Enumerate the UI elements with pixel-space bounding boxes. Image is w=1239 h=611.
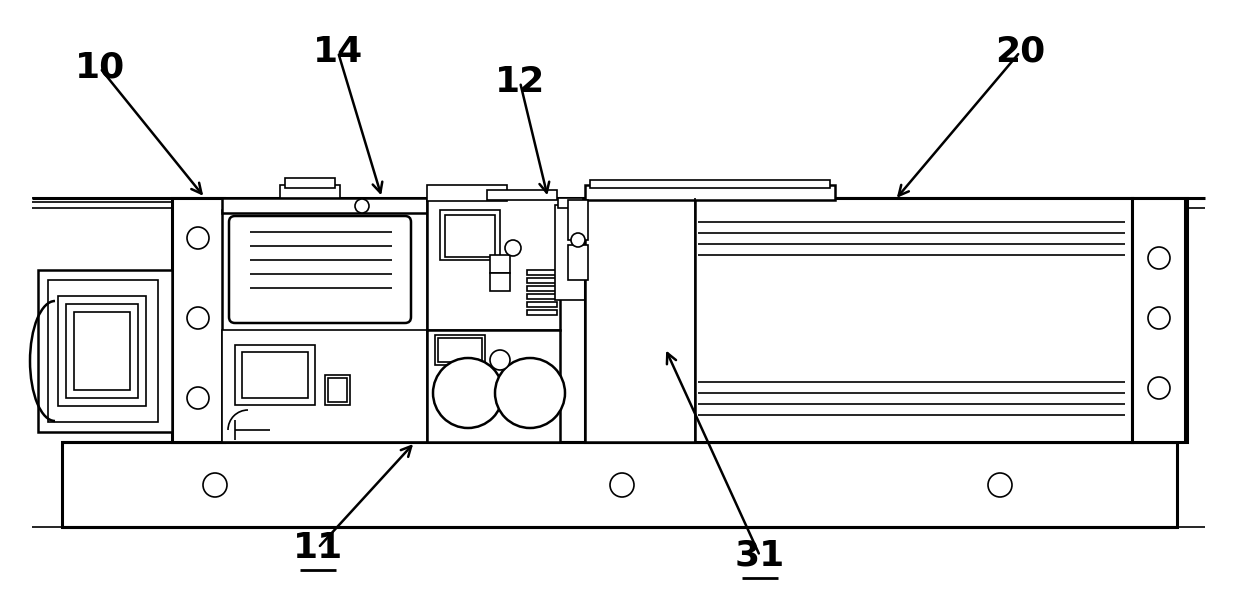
- Text: 20: 20: [995, 35, 1046, 69]
- Bar: [74, 312, 130, 390]
- Bar: [280, 185, 339, 198]
- Bar: [585, 198, 695, 442]
- Text: 10: 10: [74, 51, 125, 85]
- Circle shape: [1149, 377, 1170, 399]
- Bar: [222, 198, 427, 213]
- Bar: [445, 215, 496, 257]
- Bar: [527, 286, 558, 291]
- Bar: [62, 442, 1177, 527]
- Bar: [38, 270, 172, 432]
- Bar: [585, 185, 835, 200]
- Circle shape: [987, 473, 1012, 497]
- FancyBboxPatch shape: [229, 216, 411, 323]
- Bar: [439, 338, 482, 362]
- Bar: [235, 345, 315, 405]
- Bar: [435, 335, 484, 365]
- Bar: [242, 352, 309, 398]
- Bar: [585, 198, 1132, 442]
- Circle shape: [432, 358, 503, 428]
- Bar: [555, 205, 585, 300]
- Text: 11: 11: [292, 531, 343, 565]
- Bar: [58, 296, 146, 406]
- Circle shape: [1149, 307, 1170, 329]
- Bar: [66, 304, 138, 398]
- Circle shape: [187, 227, 209, 249]
- Circle shape: [203, 473, 227, 497]
- Circle shape: [187, 387, 209, 409]
- Bar: [222, 210, 427, 442]
- Bar: [527, 278, 558, 283]
- Bar: [48, 280, 159, 422]
- Text: 12: 12: [494, 65, 545, 99]
- Bar: [427, 198, 560, 330]
- Bar: [328, 378, 347, 402]
- Text: 31: 31: [735, 539, 786, 573]
- Bar: [222, 330, 427, 442]
- Bar: [527, 310, 558, 315]
- Bar: [427, 185, 507, 201]
- Bar: [558, 198, 584, 208]
- Bar: [527, 294, 558, 299]
- Bar: [487, 190, 558, 200]
- Bar: [1132, 198, 1187, 442]
- Bar: [172, 198, 224, 442]
- Circle shape: [356, 199, 369, 213]
- Text: 14: 14: [313, 35, 363, 69]
- Circle shape: [489, 350, 510, 370]
- Bar: [567, 200, 589, 240]
- Circle shape: [571, 233, 585, 247]
- Circle shape: [187, 307, 209, 329]
- Circle shape: [506, 240, 522, 256]
- Circle shape: [496, 358, 565, 428]
- Bar: [590, 180, 830, 188]
- Bar: [325, 375, 349, 405]
- Bar: [427, 330, 560, 442]
- Bar: [489, 255, 510, 273]
- Bar: [567, 245, 589, 280]
- Bar: [285, 178, 335, 188]
- Circle shape: [1149, 247, 1170, 269]
- Bar: [440, 210, 501, 260]
- Bar: [527, 302, 558, 307]
- Bar: [489, 273, 510, 291]
- Bar: [527, 270, 558, 275]
- Circle shape: [610, 473, 634, 497]
